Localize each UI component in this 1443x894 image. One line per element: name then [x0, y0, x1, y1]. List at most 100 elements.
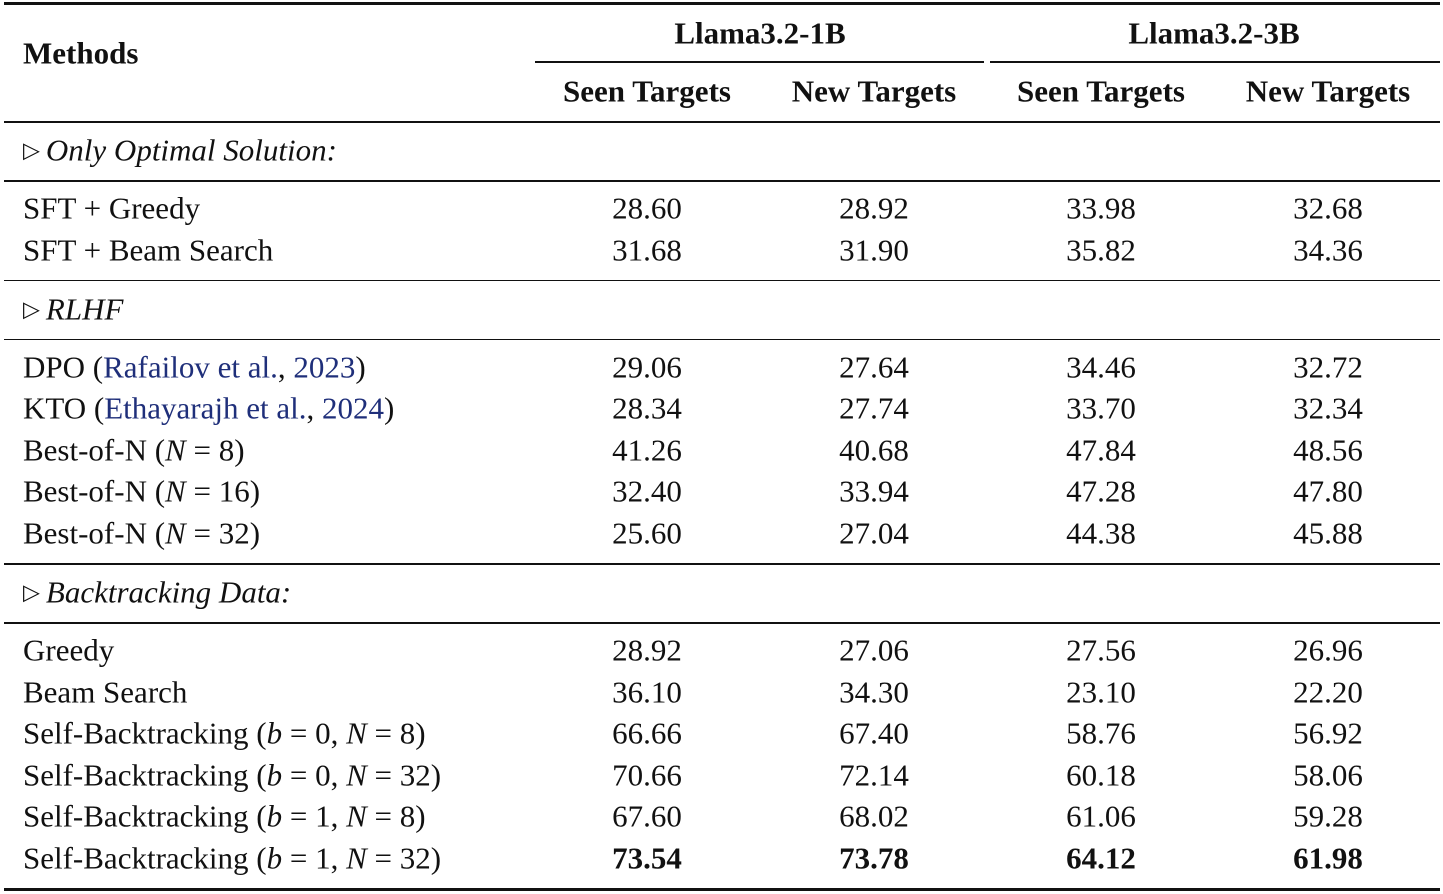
- method: Self-Backtracking (b = 0, N = 8): [23, 718, 426, 749]
- method-part: = 0,: [282, 715, 347, 751]
- rule: [4, 338, 1440, 341]
- cell-value: 61.98: [1293, 840, 1363, 876]
- method-part: ,: [277, 349, 294, 385]
- cell-value: 28.34: [612, 390, 682, 426]
- cell-value: 32.34: [1293, 390, 1363, 426]
- cell-value: 47.84: [1066, 432, 1136, 468]
- method-part: Greedy: [23, 632, 115, 668]
- cell-value: 33.98: [1066, 190, 1136, 226]
- citation[interactable]: Rafailov et al.: [103, 349, 278, 385]
- method: Self-Backtracking (b = 1, N = 32): [23, 843, 441, 874]
- cell-value: 40.68: [839, 432, 909, 468]
- cell-value: 28.60: [612, 190, 682, 226]
- cell-value: 33.94: [839, 473, 909, 509]
- rule: [4, 622, 1440, 624]
- cell-value: 64.12: [1066, 840, 1136, 876]
- method: Self-Backtracking (b = 0, N = 32): [23, 759, 441, 790]
- method: Best-of-N (N = 8): [23, 434, 245, 465]
- cell-value: 26.96: [1293, 632, 1363, 668]
- section-marker: ▷: [23, 137, 40, 163]
- section-title: ▷ Backtracking Data:: [23, 577, 291, 608]
- method-part: = 0,: [282, 757, 347, 793]
- cell-value: 72.14: [839, 757, 909, 793]
- cell-value: 47.80: [1293, 473, 1363, 509]
- method: DPO (Rafailov et al., 2023): [23, 351, 366, 382]
- method-part: Self-Backtracking (: [23, 798, 267, 834]
- group-header: Llama3.2-1B: [674, 15, 846, 51]
- method-part: N: [346, 715, 367, 751]
- cell-value: 27.64: [839, 349, 909, 385]
- cell-value: 27.74: [839, 390, 909, 426]
- method: Best-of-N (N = 32): [23, 518, 260, 549]
- cell-value: 36.10: [612, 674, 682, 710]
- section-title: ▷ Only Optimal Solution:: [23, 135, 337, 166]
- method-part: b: [266, 757, 283, 793]
- method-part: DPO (: [23, 349, 104, 385]
- cell-value: 35.82: [1066, 232, 1136, 268]
- method-part: b: [266, 840, 283, 876]
- method-part: KTO (: [23, 390, 105, 426]
- group-header: Llama3.2-3B: [1128, 15, 1300, 51]
- cell-value: 67.60: [612, 798, 682, 834]
- method-part: N: [346, 798, 367, 834]
- cell-value: 27.56: [1066, 632, 1136, 668]
- cell-value: 34.30: [839, 674, 909, 710]
- cell-value: 25.60: [612, 515, 682, 551]
- method-part: N: [346, 840, 367, 876]
- cell-value: 33.70: [1066, 390, 1136, 426]
- rule: [4, 888, 1440, 891]
- method: Self-Backtracking (b = 1, N = 8): [23, 801, 426, 832]
- method-part: ,: [306, 390, 322, 426]
- method: Beam Search: [23, 676, 187, 707]
- method-part: = 1,: [282, 798, 347, 834]
- rule: [4, 563, 1440, 565]
- cell-value: 31.68: [612, 232, 682, 268]
- citation[interactable]: 2024: [322, 390, 384, 426]
- method-part: = 16): [185, 473, 261, 509]
- method-part: = 32): [366, 840, 442, 876]
- cell-value: 34.36: [1293, 232, 1363, 268]
- cell-value: 68.02: [839, 798, 909, 834]
- method-part: N: [165, 432, 186, 468]
- cell-value: 73.78: [839, 840, 909, 876]
- cell-value: 41.26: [612, 432, 682, 468]
- method-part: Best-of-N (: [23, 515, 166, 551]
- cell-value: 32.68: [1293, 190, 1363, 226]
- method-part: SFT + Greedy: [23, 190, 201, 226]
- method-part: = 32): [185, 515, 261, 551]
- method: Greedy: [23, 635, 114, 666]
- citation[interactable]: Ethayarajh et al.: [104, 390, 307, 426]
- cell-value: 61.06: [1066, 798, 1136, 834]
- section-title-text: Only Optimal Solution:: [45, 132, 337, 168]
- method-part: N: [165, 515, 186, 551]
- rule: [4, 121, 1440, 123]
- method-part: = 8): [366, 715, 426, 751]
- group-rule: [990, 61, 1440, 63]
- method-part: Best-of-N (: [23, 432, 166, 468]
- method-part: Self-Backtracking (: [23, 757, 267, 793]
- cell-value: 58.06: [1293, 757, 1363, 793]
- method: Best-of-N (N = 16): [23, 476, 260, 507]
- cell-value: 27.04: [839, 515, 909, 551]
- method-part: N: [346, 757, 367, 793]
- section-marker: ▷: [23, 579, 40, 605]
- method-part: = 8): [366, 798, 426, 834]
- method: KTO (Ethayarajh et al., 2024): [23, 393, 394, 424]
- method-part: = 1,: [282, 840, 347, 876]
- cell-value: 48.56: [1293, 432, 1363, 468]
- method-part: Self-Backtracking (: [23, 715, 267, 751]
- cell-value: 47.28: [1066, 473, 1136, 509]
- cell-value: 28.92: [839, 190, 909, 226]
- cell-value: 32.72: [1293, 349, 1363, 385]
- method-part: Beam Search: [23, 674, 188, 710]
- cell-value: 34.46: [1066, 349, 1136, 385]
- cell-value: 60.18: [1066, 757, 1136, 793]
- citation[interactable]: 2023: [293, 349, 356, 385]
- group-rule: [535, 61, 984, 63]
- cell-value: 31.90: [839, 232, 909, 268]
- cell-value: 27.06: [839, 632, 909, 668]
- column-header: New Targets: [791, 73, 957, 109]
- method-part: ): [355, 349, 366, 385]
- method: SFT + Beam Search: [23, 234, 273, 265]
- cell-value: 23.10: [1066, 674, 1136, 710]
